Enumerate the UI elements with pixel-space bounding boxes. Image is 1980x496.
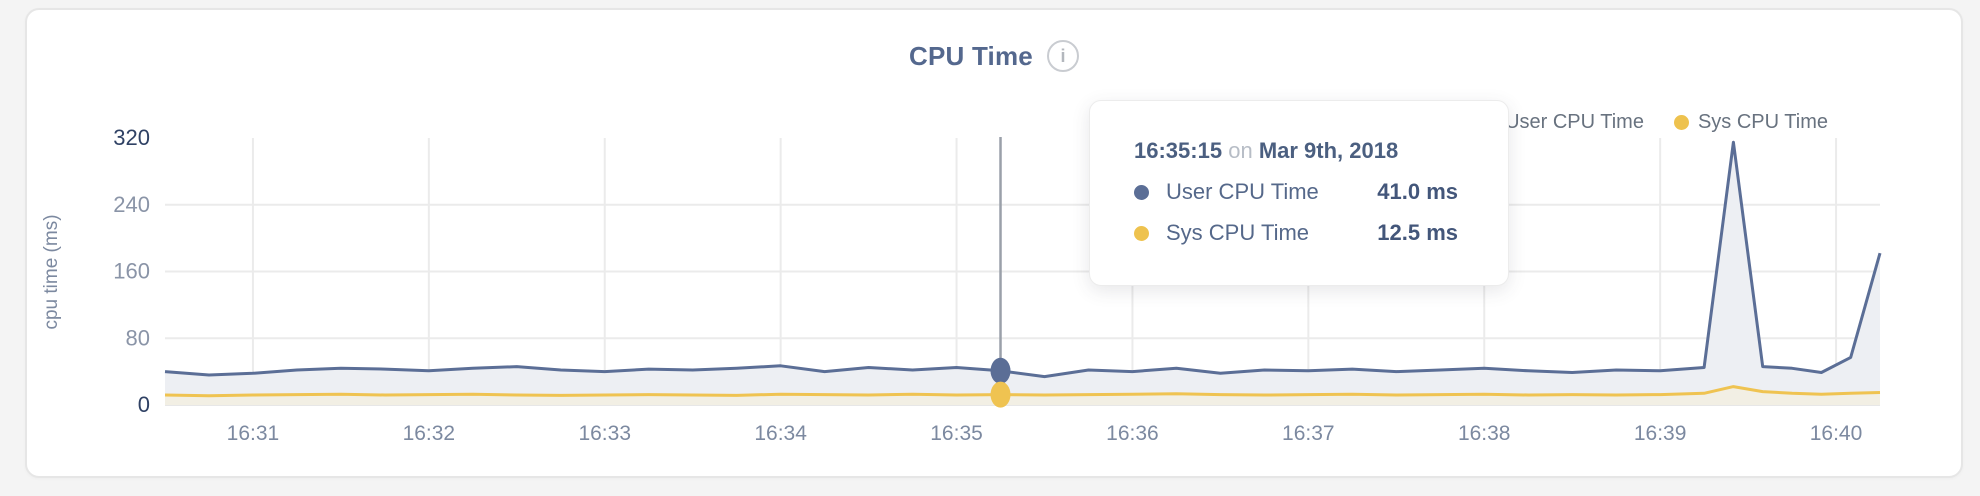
tooltip-row-sys: Sys CPU Time 12.5 ms [1134, 219, 1458, 247]
x-tick-label: 16:34 [754, 422, 807, 445]
x-tick-label: 16:37 [1282, 422, 1335, 445]
tooltip-time: 16:35:15 [1134, 138, 1223, 163]
x-tick-label: 16:38 [1458, 422, 1511, 445]
x-tick-label: 16:35 [930, 422, 983, 445]
x-tick-label: 16:36 [1106, 422, 1159, 445]
y-axis-label: cpu time (ms) [41, 214, 62, 329]
info-icon[interactable]: i [1046, 40, 1079, 72]
y-tick-label: 320 [113, 125, 150, 150]
user-series-dot-icon [1134, 184, 1149, 200]
user-cpu-line [164, 140, 1882, 379]
y-tick-label: 240 [113, 192, 150, 217]
sys-cpu-line [164, 385, 1881, 398]
y-tick-label: 160 [113, 259, 150, 284]
tooltip-date: Mar 9th, 2018 [1258, 138, 1399, 163]
tooltip-row-user: User CPU Time 41.0 ms [1134, 178, 1458, 206]
y-tick-label: 0 [138, 392, 150, 417]
tooltip-timestamp: 16:35:15 on Mar 9th, 2018 [1134, 137, 1458, 165]
hover-marker-user [990, 357, 1011, 384]
user-cpu-area [165, 142, 1880, 405]
hover-marker-sys [990, 381, 1011, 408]
chart-header: CPU Time i [27, 40, 1961, 72]
sys-series-dot-icon [1134, 225, 1149, 241]
chart-tooltip: 16:35:15 on Mar 9th, 2018 User CPU Time … [1089, 100, 1509, 286]
tooltip-connector: on [1228, 138, 1253, 163]
x-tick-label: 16:31 [227, 422, 280, 445]
tooltip-series-value: 41.0 ms [1377, 179, 1458, 204]
legend-label: Sys CPU Time [1697, 111, 1828, 133]
x-tick-label: 16:40 [1810, 422, 1863, 445]
chart-title: CPU Time [909, 40, 1033, 71]
tooltip-series-label: User CPU Time [1166, 179, 1319, 204]
legend-label: User CPU Time [1505, 111, 1644, 133]
x-tick-label: 16:39 [1634, 422, 1687, 445]
x-tick-label: 16:33 [578, 422, 631, 445]
chart-legend: User CPU Time Sys CPU Time [1481, 111, 1828, 134]
x-tick-label: 16:32 [403, 422, 456, 445]
sys-series-dot-icon [1673, 115, 1689, 130]
tooltip-series-label: Sys CPU Time [1166, 220, 1310, 245]
y-tick-label: 80 [126, 325, 150, 350]
legend-item-sys-cpu-time[interactable]: Sys CPU Time [1673, 111, 1828, 134]
tooltip-series-value: 12.5 ms [1377, 220, 1458, 245]
